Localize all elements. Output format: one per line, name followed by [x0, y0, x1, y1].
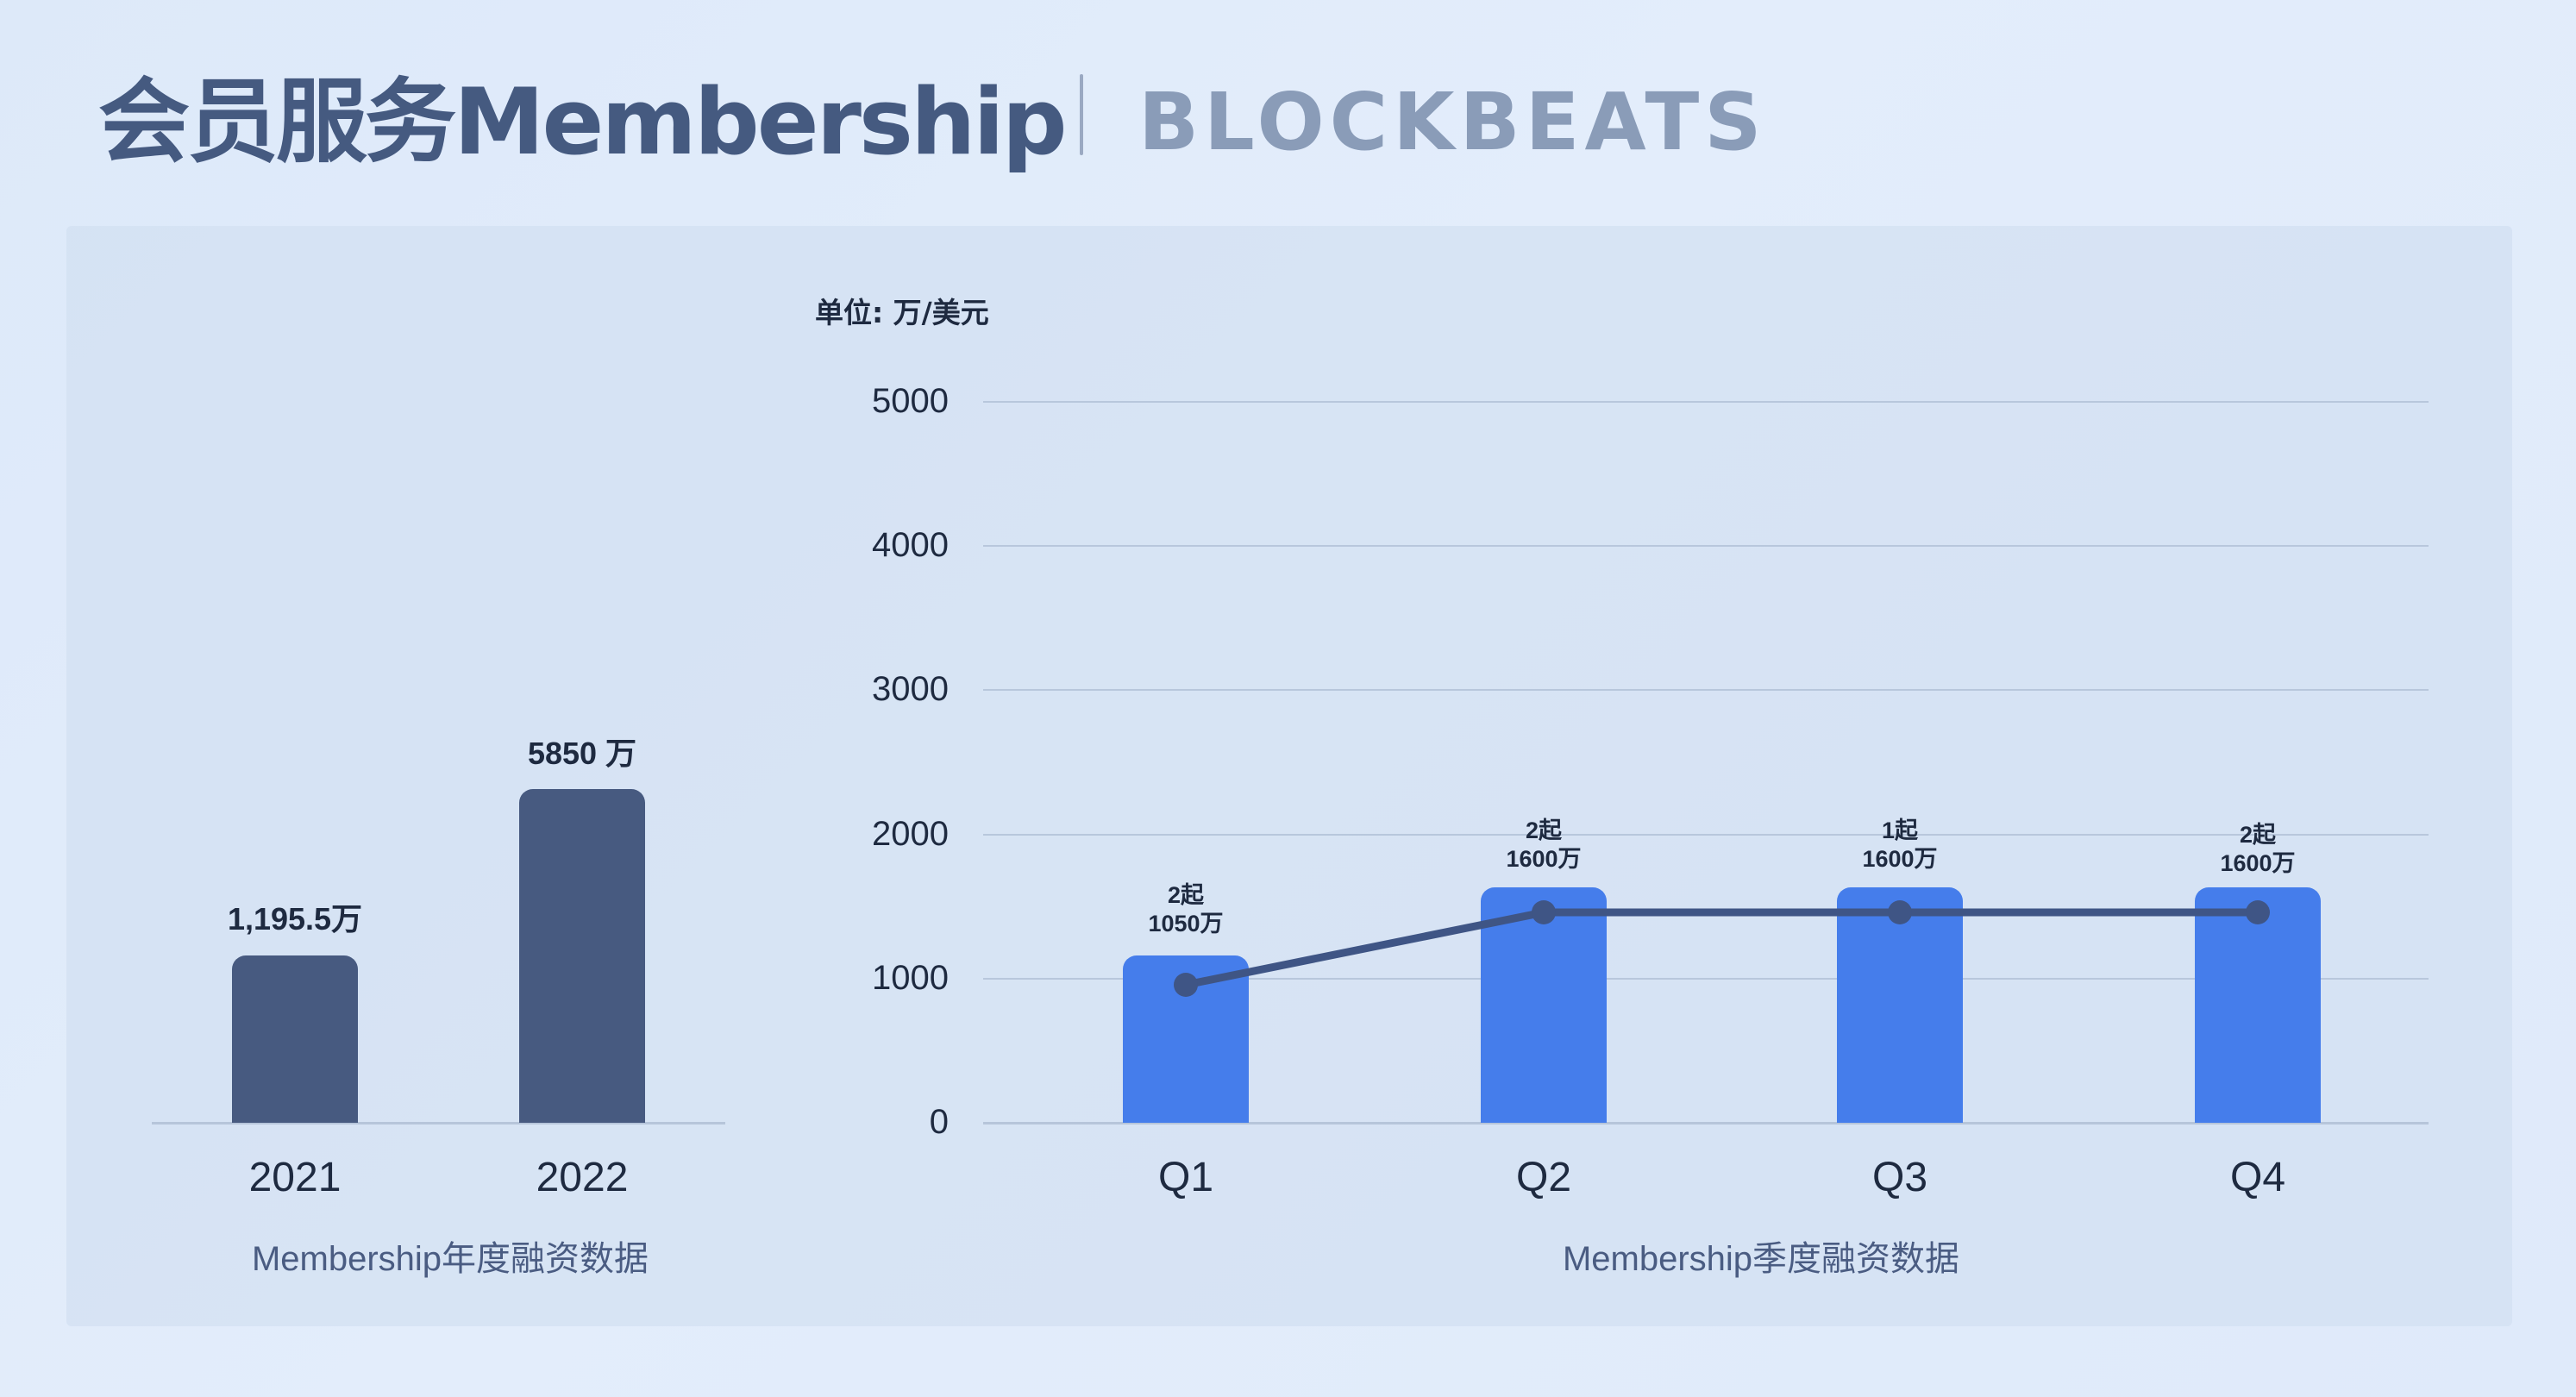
page-title: 会员服务Membership: [98, 69, 1068, 175]
title-divider: [1080, 74, 1083, 155]
q1-amount-label: 1050万: [1148, 911, 1224, 937]
line-point-q2[interactable]: [1532, 900, 1556, 924]
y-tick-0: 0: [929, 1103, 949, 1141]
gridline-4000: [983, 545, 2429, 547]
quarterly-bar-q4[interactable]: [2195, 887, 2321, 1123]
unit-label: 单位: 万/美元: [815, 296, 989, 329]
y-tick-1000: 1000: [872, 959, 949, 997]
annual-value-label-2022: 5850 万: [527, 736, 637, 771]
y-tick-4000: 4000: [872, 526, 949, 564]
quarterly-chart-caption: Membership季度融资数据: [1562, 1240, 1960, 1278]
annual-chart-caption: Membership年度融资数据: [251, 1240, 649, 1278]
q3-amount-label: 1600万: [1862, 846, 1938, 872]
quarterly-bar-q2[interactable]: [1481, 887, 1607, 1123]
y-tick-5000: 5000: [872, 382, 949, 420]
q4-amount-label: 1600万: [2220, 850, 2296, 876]
line-point-q1[interactable]: [1174, 973, 1198, 997]
y-tick-3000: 3000: [872, 670, 949, 708]
q2-count-label: 2起: [1525, 818, 1563, 843]
line-point-q3[interactable]: [1888, 900, 1912, 924]
q4-count-label: 2起: [2239, 822, 2277, 848]
x-label-q3: Q3: [1871, 1155, 1928, 1200]
line-point-q4[interactable]: [2246, 900, 2270, 924]
q1-count-label: 2起: [1167, 882, 1205, 908]
annual-bar-2022[interactable]: [519, 789, 645, 1123]
q2-amount-label: 1600万: [1506, 846, 1582, 872]
blockbeats-logo: BLOCKBEATS: [1138, 76, 1767, 168]
x-label-q4: Q4: [2229, 1155, 2286, 1200]
annual-x-label-2022: 2022: [536, 1155, 629, 1200]
y-tick-2000: 2000: [872, 815, 949, 853]
gridline-5000: [983, 401, 2429, 403]
annual-value-label-2021: 1,195.5万: [227, 901, 363, 937]
x-label-q2: Q2: [1515, 1155, 1572, 1200]
chart-card: [66, 226, 2512, 1326]
quarterly-bar-q3[interactable]: [1837, 887, 1963, 1123]
x-label-q1: Q1: [1157, 1155, 1214, 1200]
q3-count-label: 1起: [1881, 818, 1919, 843]
gridline-3000: [983, 689, 2429, 691]
annual-x-label-2021: 2021: [248, 1155, 342, 1200]
annual-bar-2021[interactable]: [232, 955, 358, 1123]
quarterly-x-axis: [983, 1122, 2429, 1124]
gridline-2000: [983, 834, 2429, 836]
annual-x-axis: [152, 1122, 725, 1124]
gridline-1000: [983, 978, 2429, 980]
